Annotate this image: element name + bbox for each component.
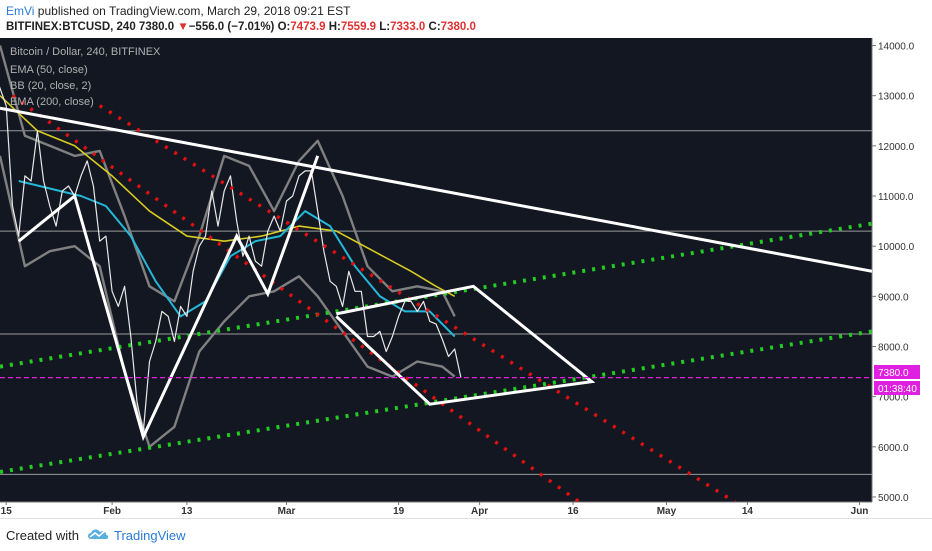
legend-ema50[interactable]: EMA (50, close)	[10, 64, 88, 76]
legend-ema200[interactable]: EMA (200, close)	[10, 96, 94, 108]
price-axis[interactable]: 14000.0 13000.0 12000.0 11000.0 10000.0 9000.…	[872, 42, 915, 504]
price-tick-label: 11000.0	[878, 192, 914, 203]
chart-header: EmVi published on TradingView.com, March…	[0, 0, 932, 38]
publish-text: published on TradingView.com, March 29, …	[37, 4, 351, 18]
time-axis-background	[0, 502, 932, 518]
change-value: −556.0 (−7.01%)	[188, 21, 275, 33]
symbol-label: BITFINEX:BTCUSD, 240	[6, 21, 136, 33]
low-label: L:	[379, 21, 391, 33]
price-tick-label: 5000.0	[878, 493, 909, 504]
series-price	[0, 86, 462, 433]
legend-bb[interactable]: BB (20, close, 2)	[10, 80, 91, 92]
price-tick-label: 12000.0	[878, 142, 915, 153]
chart-legend: Bitcoin / Dollar, 240, BITFINEX EMA (50,…	[10, 46, 161, 108]
horizontal-levels	[0, 130, 872, 475]
chart-area[interactable]: 14000.0 13000.0 12000.0 11000.0 10000.0 9000.…	[0, 38, 932, 518]
white-pattern-lines	[0, 106, 872, 442]
footer-created-label: Created with	[6, 528, 79, 543]
white-trendline-2	[335, 284, 596, 406]
time-tick-label: Mar	[278, 506, 296, 517]
price-chart[interactable]: 14000.0 13000.0 12000.0 11000.0 10000.0 9000.…	[0, 38, 932, 518]
countdown-box	[874, 381, 920, 395]
close-value: 7380.0	[440, 21, 476, 33]
time-tick-label: 15	[1, 506, 13, 517]
time-tick-label: Apr	[471, 506, 488, 517]
price-tick-label: 6000.0	[878, 443, 909, 454]
footer-brand-link[interactable]: TradingView	[114, 528, 186, 543]
price-tick-label: 14000.0	[878, 42, 915, 53]
last-price: 7380.0	[138, 21, 175, 33]
bollinger-bands	[0, 45, 456, 448]
low-value: 7333.0	[390, 21, 426, 33]
time-tick-label: 19	[393, 506, 405, 517]
open-label: O:	[277, 21, 291, 33]
series-bb_upper	[0, 45, 456, 317]
down-arrow-icon: ▼	[177, 21, 189, 33]
tradingview-cloud-icon	[88, 529, 109, 539]
price-tag: 7380.0 01:38:40	[874, 365, 920, 395]
price-tag-box	[874, 365, 920, 379]
high-label: H:	[328, 21, 341, 33]
price-tick-label: 13000.0	[878, 92, 915, 103]
time-tick-label: 14	[742, 506, 754, 517]
white-trendline-1	[17, 155, 320, 442]
price-tick-label: 9000.0	[878, 292, 909, 303]
footer: Created with TradingView	[0, 518, 932, 551]
price-tag-value: 7380.0	[878, 368, 909, 379]
time-tick-label: Feb	[103, 506, 121, 517]
series-bb_lower	[0, 155, 456, 448]
price-axis-background	[872, 38, 932, 518]
publish-info: EmVi published on TradingView.com, March…	[6, 4, 350, 18]
time-axis[interactable]: 15 Feb 13 Mar 19 Apr 16 May 14 Jun	[1, 502, 869, 517]
time-tick-label: May	[657, 506, 677, 517]
price-tick-label: 8000.0	[878, 342, 909, 353]
plot-background	[0, 38, 932, 518]
time-tick-label: Jun	[851, 506, 869, 517]
price-tick-label: 7000.0	[878, 393, 909, 404]
time-tick-label: 13	[181, 506, 193, 517]
open-value: 7473.9	[290, 21, 326, 33]
countdown-value: 01:38:40	[878, 384, 917, 395]
series-ema200	[0, 95, 456, 298]
time-tick-label: 16	[567, 506, 579, 517]
ema200-line	[0, 95, 456, 298]
symbol-info: BITFINEX:BTCUSD, 240 7380.0 ▼−556.0 (−7.…	[6, 21, 476, 33]
legend-title: Bitcoin / Dollar, 240, BITFINEX	[10, 46, 161, 58]
red-dotted-trendlines	[11, 94, 736, 502]
price-tick-label: 10000.0	[878, 242, 915, 253]
white-trendline-0	[0, 106, 872, 273]
green-dotted-line-1	[0, 329, 872, 474]
author-link[interactable]: EmVi	[6, 4, 35, 18]
red-dotted-line-1	[98, 104, 736, 502]
close-label: C:	[428, 21, 441, 33]
high-value: 7559.9	[340, 21, 377, 33]
price-line	[0, 86, 462, 433]
